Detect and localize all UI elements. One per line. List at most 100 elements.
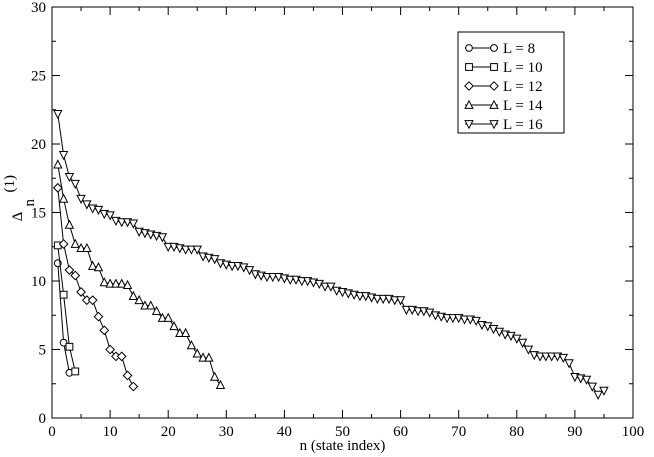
- series-l-8: [53, 259, 74, 377]
- axes: 0 10 20 30 40 50 60 70 80 90 100 0 5 10 15 20 25 30 n (sta…: [2, 0, 644, 454]
- data-point-l-16: [262, 272, 272, 283]
- legend-label: L = 14: [503, 98, 543, 114]
- legend-marker-end: [489, 99, 499, 109]
- data-point-l-14: [140, 300, 150, 310]
- data-point-l-16: [192, 245, 202, 255]
- data-point-l-14: [180, 327, 191, 337]
- y-tick-label: 30: [31, 0, 46, 16]
- data-point-l-14: [151, 305, 162, 316]
- data-point-l-12: [52, 182, 63, 193]
- data-point-l-14: [76, 242, 86, 253]
- legend-marker-start: [465, 44, 473, 52]
- data-point-l-16: [378, 294, 388, 305]
- legend-marker-end: [489, 81, 499, 91]
- data-point-l-16: [180, 245, 191, 255]
- data-point-l-12: [93, 311, 104, 322]
- data-point-l-16: [76, 194, 86, 205]
- y-tick-label: 10: [31, 274, 46, 290]
- data-point-l-14: [175, 327, 185, 337]
- data-point-l-16: [593, 390, 603, 401]
- x-tick-label: 40: [277, 424, 292, 440]
- legend-label: L = 10: [503, 60, 543, 76]
- legend-item-l-8: L = 8: [465, 41, 535, 57]
- data-point-l-12: [76, 287, 86, 297]
- data-point-l-14: [82, 242, 92, 253]
- legend-marker-start: [465, 63, 473, 71]
- x-tick-label: 100: [622, 424, 645, 440]
- data-point-l-16: [128, 219, 139, 229]
- y-axis-label-sub: n: [22, 199, 38, 207]
- data-point-l-14: [146, 300, 156, 310]
- data-point-l-14: [215, 379, 226, 390]
- data-point-l-16: [285, 275, 295, 285]
- data-point-l-16: [395, 296, 406, 306]
- data-point-l-14: [122, 279, 133, 290]
- data-point-l-14: [169, 320, 179, 331]
- legend-label: L = 8: [503, 41, 535, 57]
- y-tick-label: 25: [31, 69, 46, 85]
- data-point-l-16: [355, 292, 365, 302]
- y-tick-label: 20: [31, 137, 46, 153]
- data-point-l-14: [163, 312, 173, 322]
- data-point-l-14: [117, 278, 127, 288]
- x-tick-label: 30: [219, 424, 234, 440]
- x-tick-label: 90: [567, 424, 582, 440]
- data-point-l-16: [546, 352, 557, 362]
- data-point-l-12: [122, 370, 133, 381]
- legend: L = 8 L = 10 L = 12 L = 14 L = 16: [457, 31, 565, 134]
- data-point-l-16: [372, 294, 383, 305]
- data-point-l-16: [599, 386, 609, 396]
- x-tick-label: 10: [103, 424, 118, 440]
- data-point-l-14: [204, 352, 214, 362]
- data-point-l-16: [535, 352, 545, 362]
- y-axis-label: Δn (1): [2, 175, 38, 221]
- data-point-l-16: [442, 314, 452, 324]
- y-tick-label: 0: [39, 411, 47, 427]
- data-point-l-14: [87, 260, 98, 270]
- plot-series: [52, 109, 609, 401]
- data-point-l-12: [105, 344, 116, 355]
- legend-marker-end: [489, 120, 499, 130]
- data-point-l-14: [64, 219, 75, 229]
- legend-box: [457, 31, 565, 134]
- data-point-l-12: [116, 351, 127, 362]
- legend-item-l-14: L = 14: [464, 98, 543, 114]
- data-point-l-14: [134, 294, 144, 305]
- data-point-l-16: [587, 382, 598, 392]
- series-l-12: [52, 182, 139, 392]
- data-point-l-16: [58, 151, 69, 161]
- data-point-l-16: [581, 375, 592, 385]
- data-point-l-14: [53, 159, 63, 169]
- data-point-l-16: [320, 282, 330, 292]
- legend-marker-start: [464, 99, 474, 109]
- y-tick-label: 5: [39, 343, 47, 359]
- data-point-l-14: [93, 262, 104, 272]
- data-point-l-12: [70, 270, 81, 281]
- data-point-l-14: [105, 278, 115, 288]
- data-point-l-14: [128, 290, 139, 300]
- data-point-l-14: [209, 371, 220, 381]
- data-point-l-14: [198, 352, 208, 362]
- data-point-l-14: [70, 238, 80, 248]
- data-point-l-14: [157, 312, 168, 322]
- legend-item-l-10: L = 10: [465, 60, 543, 76]
- data-point-l-16: [541, 352, 551, 362]
- x-tick-label: 20: [161, 424, 176, 440]
- data-point-l-10: [59, 290, 68, 299]
- data-point-l-16: [413, 307, 423, 317]
- data-point-l-12: [128, 381, 139, 392]
- series-l-14: [53, 159, 226, 390]
- data-point-l-16: [157, 233, 168, 243]
- legend-marker-end: [490, 44, 498, 52]
- x-tick-label: 0: [48, 424, 56, 440]
- data-point-l-16: [163, 242, 173, 253]
- legend-item-l-16: L = 16: [464, 117, 543, 133]
- series-line-l-10: [57, 245, 76, 372]
- series-line-l-16: [57, 113, 605, 396]
- data-point-l-12: [87, 295, 98, 306]
- y-axis-label-main: Δ: [10, 211, 26, 221]
- data-point-l-16: [53, 109, 63, 120]
- data-point-l-16: [401, 305, 412, 316]
- data-point-l-14: [58, 193, 69, 203]
- legend-label: L = 12: [503, 79, 543, 95]
